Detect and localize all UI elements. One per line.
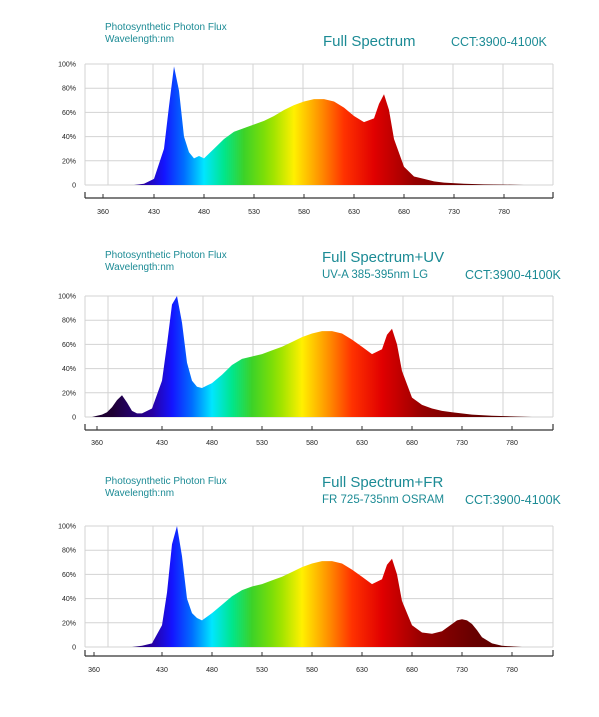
x-tick-label: 480 <box>206 440 218 447</box>
y-tick-label: 60% <box>62 342 76 349</box>
x-tick-label: 430 <box>156 667 168 674</box>
x-tick-label: 360 <box>88 667 100 674</box>
cct-label: CCT:3900-4100K <box>465 493 561 507</box>
chart-title: Full Spectrum+UV <box>322 249 445 266</box>
x-axis-label: Wavelength:nm <box>105 488 175 499</box>
x-tick-label: 580 <box>306 667 318 674</box>
y-tick-label: 20% <box>62 390 76 397</box>
y-tick-label: 20% <box>62 620 76 627</box>
y-tick-label: 60% <box>62 572 76 579</box>
chart-svg: 100% 80% 60% 40% 20% 0 360 430 480 530 580 630 680 73… <box>58 62 554 216</box>
x-tick-label: 780 <box>506 667 518 674</box>
y-tick-label: 80% <box>62 548 76 555</box>
x-tick-label: 580 <box>298 209 310 216</box>
x-tick-label: 730 <box>448 209 460 216</box>
y-tick-label: 40% <box>62 366 76 373</box>
x-tick-label: 530 <box>256 440 268 447</box>
cct-label: CCT:3900-4100K <box>465 268 561 282</box>
y-tick-label: 0 <box>72 183 76 190</box>
y-tick-label: 80% <box>62 86 76 93</box>
x-tick-label: 730 <box>456 440 468 447</box>
x-tick-label: 530 <box>248 209 260 216</box>
x-tick-label: 580 <box>306 440 318 447</box>
y-tick-label: 0 <box>72 645 76 652</box>
chart-svg: 100% 80% 60% 40% 20% 0 360 430 480 530 580 630 680 73… <box>58 524 554 674</box>
chart-svg: 100% 80% 60% 40% 20% 0 360 430 480 530 580 630 680 73… <box>58 294 554 447</box>
x-axis-label: Wavelength:nm <box>105 262 175 273</box>
y-axis-label: Photosynthetic Photon Flux <box>105 22 227 33</box>
spectrum-area <box>104 66 534 185</box>
chart-subtitle: UV-A 385-395nm LG <box>322 269 429 281</box>
x-tick-label: 680 <box>406 440 418 447</box>
x-tick-label: 530 <box>256 667 268 674</box>
cct-label: CCT:3900-4100K <box>451 35 547 49</box>
x-tick-label: 630 <box>356 440 368 447</box>
y-tick-label: 100% <box>58 62 76 69</box>
chart-full-spectrum-fr: 100% 80% 60% 40% 20% 0 360 430 480 530 580 630 680 73… <box>0 462 599 692</box>
x-axis-label: Wavelength:nm <box>105 34 175 45</box>
x-tick-label: 630 <box>348 209 360 216</box>
y-tick-label: 100% <box>58 294 76 301</box>
spectrum-area <box>102 526 522 647</box>
x-tick-label: 780 <box>498 209 510 216</box>
y-tick-label: 40% <box>62 596 76 603</box>
x-tick-label: 360 <box>91 440 103 447</box>
y-tick-label: 20% <box>62 158 76 165</box>
chart-full-spectrum-uv: 100% 80% 60% 40% 20% 0 360 430 480 530 580 630 680 73… <box>0 232 599 462</box>
y-tick-label: 0 <box>72 415 76 422</box>
y-tick-label: 80% <box>62 318 76 325</box>
chart-full-spectrum: 100% 80% 60% 40% 20% 0 360 430 480 530 580 630 680 73… <box>0 0 599 230</box>
x-tick-label: 480 <box>206 667 218 674</box>
chart-title: Full Spectrum+FR <box>322 474 444 491</box>
y-axis-label: Photosynthetic Photon Flux <box>105 250 227 261</box>
y-tick-label: 60% <box>62 110 76 117</box>
y-axis-label: Photosynthetic Photon Flux <box>105 476 227 487</box>
chart-subtitle: FR 725-735nm OSRAM <box>322 494 445 506</box>
chart-title: Full Spectrum <box>323 33 416 50</box>
x-tick-label: 730 <box>456 667 468 674</box>
x-tick-label: 630 <box>356 667 368 674</box>
spectrum-area <box>92 296 532 417</box>
x-tick-label: 480 <box>198 209 210 216</box>
x-tick-label: 680 <box>406 667 418 674</box>
x-tick-label: 360 <box>97 209 109 216</box>
x-tick-label: 680 <box>398 209 410 216</box>
x-tick-label: 430 <box>148 209 160 216</box>
y-tick-label: 40% <box>62 134 76 141</box>
x-tick-label: 780 <box>506 440 518 447</box>
x-tick-label: 430 <box>156 440 168 447</box>
y-tick-label: 100% <box>58 524 76 531</box>
